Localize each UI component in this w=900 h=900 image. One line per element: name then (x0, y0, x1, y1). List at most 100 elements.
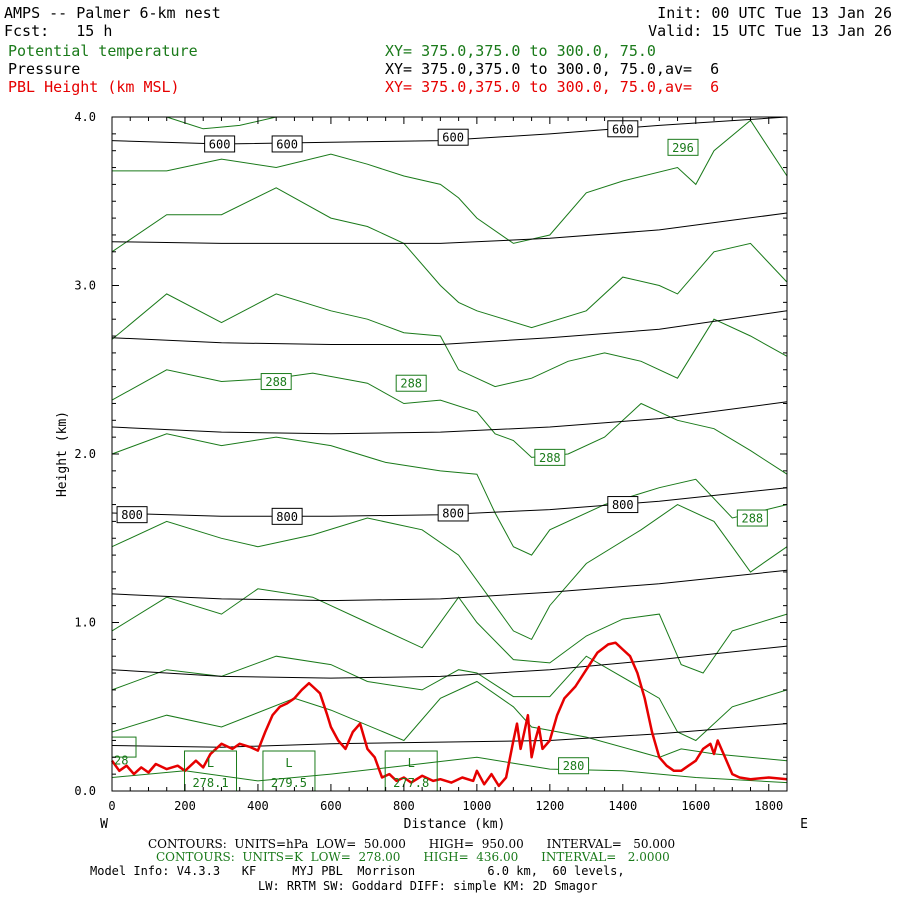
pressure-label-600-text: 600 (612, 122, 634, 136)
theta-label-288: 288 (395, 374, 427, 392)
theta-label-288: 288 (534, 448, 566, 466)
west-label: W (100, 817, 108, 832)
theta-contour-294 (111, 293, 788, 388)
pressure-label-800-text: 800 (121, 508, 143, 522)
pressure-label-800-box (437, 504, 469, 522)
theta-label-288-box (260, 373, 292, 391)
theta-label-288-box (534, 448, 566, 466)
theta-label-288-text: 288 (539, 451, 561, 465)
pressure-label-800: 800 (116, 506, 148, 524)
theta-label-280-box (558, 757, 590, 775)
theta-label-288-text: 288 (265, 375, 287, 389)
pressure-label-600: 600 (204, 135, 236, 153)
theta-label-288-text: 288 (741, 512, 763, 526)
x-tick-label: 1000 (462, 799, 491, 813)
pressure-contour-700 (111, 310, 788, 345)
minimum-label: L 278.1 (184, 750, 238, 792)
theta-contour-284 (111, 655, 788, 742)
y-tick-label: 0.0 (74, 784, 96, 798)
pressure-label-600-text: 600 (442, 131, 464, 145)
footer-theta-contours: CONTOURS: UNITS=K LOW= 278.00 HIGH= 436.… (156, 850, 670, 864)
theta-label-288: 288 (736, 509, 768, 527)
y-tick-label: 3.0 (74, 279, 96, 293)
field-label-pbl: PBL Height (km MSL) (8, 78, 180, 96)
y-tick-label: 2.0 (74, 447, 96, 461)
xy-pressure: XY= 375.0,375.0 to 300.0, 75.0,av= 6 (385, 60, 720, 78)
pressure-label-600-box (437, 128, 469, 146)
theta-label-296: 296 (667, 138, 699, 156)
minimum-value: 279.5 (271, 776, 307, 790)
pressure-label-800-text: 800 (442, 506, 464, 520)
east-label: E (800, 817, 808, 832)
x-tick-label: 200 (174, 799, 196, 813)
y-axis-label: Height (km) (55, 411, 70, 497)
minimum-marker: L (408, 756, 415, 770)
pressure-label-800-box (271, 507, 303, 525)
pressure-label-600-text: 600 (209, 137, 231, 151)
theta-contour-286 (111, 588, 788, 674)
theta-contour-298 (112, 119, 788, 244)
theta-contour-296 (111, 187, 788, 329)
pressure-contour-650 (111, 212, 788, 244)
x-tick-label: 1400 (608, 799, 637, 813)
pbl-height-line (110, 641, 788, 788)
pressure-contour-750 (111, 401, 788, 435)
pressure-contour-850 (111, 569, 788, 602)
xy-theta: XY= 375.0,375.0 to 300.0, 75.0 (385, 42, 656, 60)
pressure-label-600-box (271, 135, 303, 153)
footer-pressure-contours: CONTOURS: UNITS=hPa LOW= 50.000 HIGH= 95… (148, 837, 676, 851)
pressure-label-800-box (116, 506, 148, 524)
theta-contour-282 (111, 680, 788, 762)
pressure-contours (111, 116, 788, 748)
pressure-contour-950 (111, 723, 788, 748)
x-tick-label: 600 (320, 799, 342, 813)
field-label-theta: Potential temperature (8, 42, 198, 60)
plot-frame (111, 116, 788, 792)
minimum-marker: L (285, 756, 292, 770)
xy-pbl: XY= 375.0,375.0 to 300.0, 75.0,av= 6 (385, 78, 720, 96)
theta-contours (111, 116, 788, 784)
theta-label-288: 288 (260, 373, 292, 391)
pressure-label-800-box (607, 496, 639, 514)
pressure-label-600-box (204, 135, 236, 153)
x-tick-label: 800 (393, 799, 415, 813)
chart-title: AMPS -- Palmer 6-km nest (4, 4, 221, 22)
minimum-label: L 279.5 (262, 750, 316, 792)
theta-label-280: 280 (558, 757, 590, 775)
valid-time: Valid: 15 UTC Tue 13 Jan 26 (648, 22, 892, 40)
pressure-contour-900 (111, 645, 788, 679)
theta-label-296-box (667, 138, 699, 156)
minimum-value: 278.1 (192, 776, 228, 790)
pressure-label-800: 800 (271, 507, 303, 525)
axes: 0 200 400 600 800 1000 1200 1400 1600 1800 0.0 1.0 2… (74, 110, 788, 813)
forecast-hour: Fcst: 15 h (4, 22, 113, 40)
x-tick-label: 400 (247, 799, 269, 813)
footer-physics-info: LW: RRTM SW: Goddard DIFF: simple KM: 2D… (258, 879, 598, 893)
init-time: Init: 00 UTC Tue 13 Jan 26 (657, 4, 892, 22)
theta-contour-290 (111, 433, 788, 556)
minimum-value: 277.8 (393, 776, 429, 790)
pressure-label-800: 800 (607, 496, 639, 514)
theta-contour-280 (111, 756, 788, 784)
pressure-label-800: 800 (437, 504, 469, 522)
edge-contour-label: 28 (114, 754, 128, 768)
pressure-label-800-text: 800 (276, 510, 298, 524)
x-tick-label: 1600 (681, 799, 710, 813)
x-tick-label: 1200 (535, 799, 564, 813)
pressure-label-600-text: 600 (276, 137, 298, 151)
theta-contour-288 (111, 504, 788, 641)
y-tick-label: 1.0 (74, 616, 96, 630)
x-axis-label: Distance (km) (404, 817, 506, 832)
pressure-label-600: 600 (607, 120, 639, 138)
pressure-label-600: 600 (271, 135, 303, 153)
theta-label-296-text: 296 (672, 141, 694, 155)
theta-label-288-box (736, 509, 768, 527)
theta-label-288-box (395, 374, 427, 392)
pressure-label-800-text: 800 (612, 498, 634, 512)
contour-labels: 600 600 600 600 800 800 800 800 288 288 288 288 296 2… (111, 120, 768, 792)
cross-section-chart: 600 600 600 600 800 800 800 800 288 288 288 288 296 2… (55, 110, 808, 832)
minimum-marker: L (207, 756, 214, 770)
pressure-label-600: 600 (437, 128, 469, 146)
theta-label-288-text: 288 (400, 377, 422, 391)
pbl-height-series (110, 641, 788, 788)
